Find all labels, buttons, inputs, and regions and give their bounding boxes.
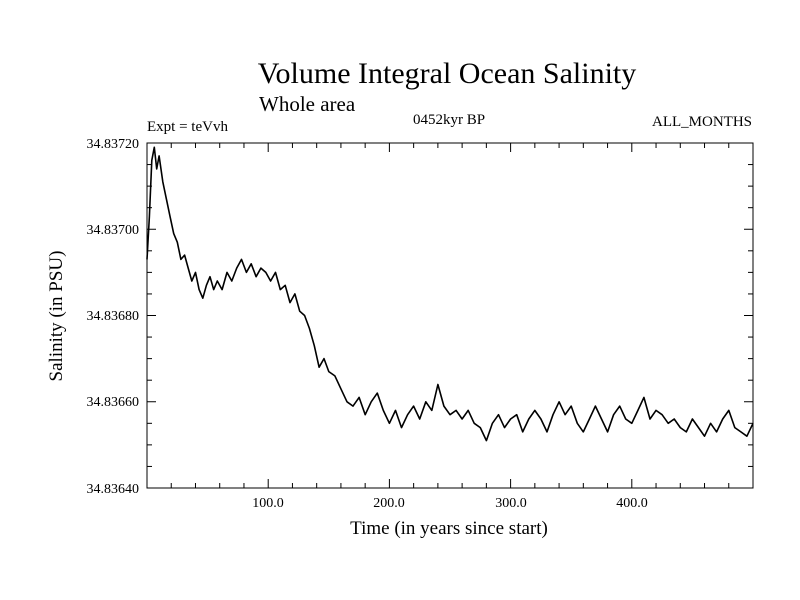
x-tick-label-100: 100.0 [252,496,284,511]
plot-frame [146,142,754,489]
chart-title: Volume Integral Ocean Salinity [258,57,637,90]
x-tick-label-300: 300.0 [495,496,527,511]
y-tick-label-34.83660: 34.83660 [87,395,140,410]
x-axis-ticks [146,143,754,488]
y-tick-label-34.83640: 34.83640 [87,482,140,497]
salinity-series-line [146,146,754,442]
y-axis-label: Salinity (in PSU) [46,251,67,382]
x-tick-label-400: 400.0 [616,496,648,511]
period-label: 0452kyr BP [413,112,485,128]
x-axis-label: Time (in years since start) [350,518,548,539]
chart-subtitle: Whole area [259,92,356,116]
experiment-label: Expt = teVvh [147,119,228,135]
y-tick-label-34.83700: 34.83700 [87,223,140,238]
months-label: ALL_MONTHS [652,114,752,130]
x-tick-label-200: 200.0 [373,496,405,511]
y-tick-label-34.83720: 34.83720 [87,137,140,152]
y-axis-ticks [147,142,753,489]
y-tick-label-34.83680: 34.83680 [87,309,140,324]
